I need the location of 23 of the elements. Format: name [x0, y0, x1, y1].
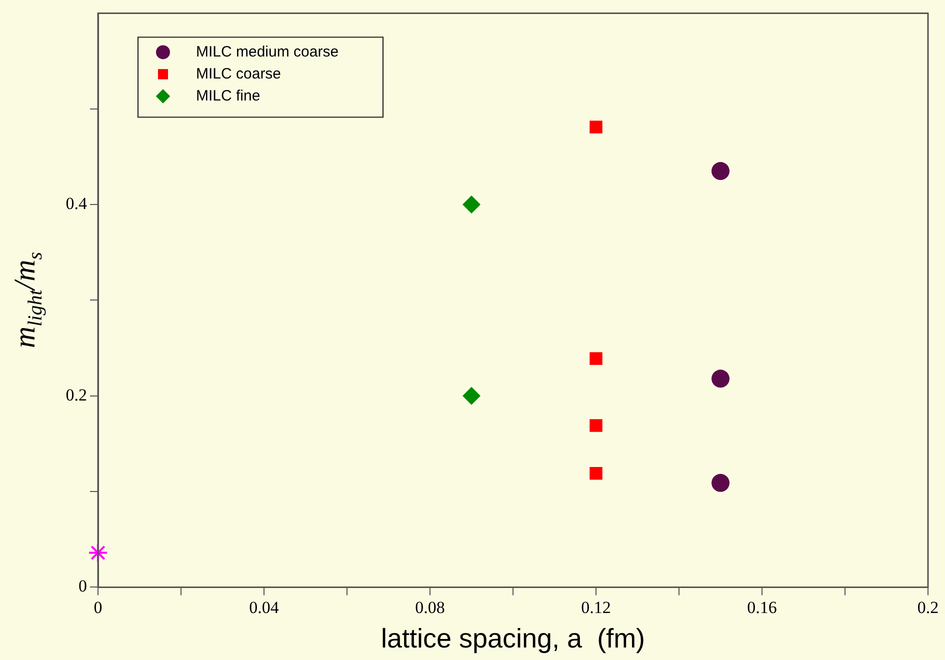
x-tick-label: 0.08 — [415, 598, 445, 617]
point — [590, 120, 602, 134]
point — [712, 162, 730, 180]
legend-label: MILC medium coarse — [196, 43, 339, 60]
y-tick-label: 0.4 — [66, 194, 88, 213]
point — [88, 542, 108, 563]
point — [712, 474, 730, 492]
point — [590, 352, 602, 365]
legend-label: MILC coarse — [196, 65, 282, 82]
point — [590, 466, 602, 480]
x-tick-label: 0.2 — [917, 598, 939, 617]
point — [462, 386, 480, 405]
x-tick-label: 0.12 — [581, 598, 611, 617]
x-tick-label: 0 — [94, 598, 102, 617]
point — [712, 370, 730, 388]
y-tick-label: 0 — [78, 576, 87, 596]
x-tick-label: 0.04 — [249, 598, 280, 617]
legend-label: MILC fine — [196, 87, 260, 104]
point — [590, 419, 602, 432]
point — [462, 196, 480, 214]
x-tick-label: 0.16 — [747, 598, 777, 617]
y-tick-label: 0.2 — [66, 385, 87, 404]
x-axis-title: lattice spacing, a (fm) — [380, 623, 646, 654]
